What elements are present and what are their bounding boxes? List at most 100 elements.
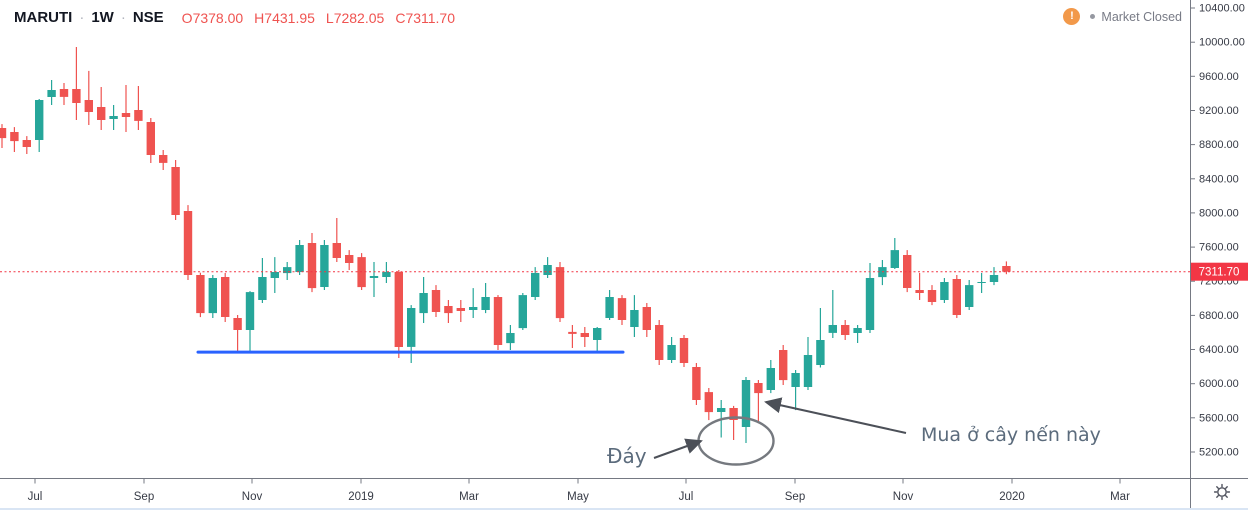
candle-body — [407, 308, 416, 347]
candle-body — [679, 338, 689, 363]
candle-body — [927, 290, 937, 302]
x-axis-label: Mar — [459, 491, 479, 503]
candle-body — [580, 333, 589, 337]
x-axis-label: Nov — [242, 491, 263, 503]
interval-label[interactable]: 1W — [91, 9, 114, 26]
candle-body — [555, 267, 565, 319]
candle-body — [903, 255, 912, 288]
settings-gear-button[interactable] — [1213, 483, 1231, 501]
y-axis-label: 10000.00 — [1199, 37, 1245, 49]
candle-body — [803, 355, 813, 387]
candle-body — [109, 116, 118, 119]
exchange-label[interactable]: NSE — [132, 9, 164, 26]
candle-body — [518, 295, 527, 329]
candle-body — [345, 255, 354, 263]
candle-body — [47, 90, 56, 97]
candle-body — [692, 367, 701, 400]
bottom-annotation-label[interactable]: Đáy — [607, 444, 647, 468]
candle-body — [493, 297, 503, 345]
symbol-name[interactable]: MARUTI — [14, 9, 73, 26]
candle-body — [828, 325, 837, 333]
candle-body — [940, 282, 949, 300]
x-axis-label: Mar — [1110, 491, 1130, 503]
last-price-tag — [1191, 262, 1248, 281]
market-status-text: Market Closed — [1101, 9, 1182, 24]
buy-arrow-annotation[interactable] — [764, 397, 907, 434]
candle-body — [853, 328, 862, 333]
candle-body — [84, 100, 93, 112]
candle-body — [283, 267, 292, 274]
gear-icon — [1217, 487, 1227, 497]
candle-body — [642, 307, 651, 330]
candle-body — [456, 308, 465, 311]
annotations-layer: Đáy Mua ở cây nến này — [607, 397, 1101, 468]
x-axis-label: Jul — [28, 491, 43, 503]
candle-body — [977, 282, 986, 283]
candle-body — [704, 392, 713, 413]
time-axis[interactable]: Jul Sep Nov 2019 Mar May Jul Sep Nov 2020 Mar — [28, 478, 1130, 504]
high-value: H7431.95 — [254, 9, 315, 26]
candle-body — [320, 245, 329, 287]
candle-body — [617, 298, 627, 320]
candle-body — [196, 275, 205, 314]
buy-annotation-label[interactable]: Mua ở cây nến này — [921, 424, 1101, 446]
candles-layer — [0, 47, 1011, 443]
candle-body — [952, 279, 961, 315]
candle-body — [469, 307, 478, 310]
candle-body — [630, 310, 639, 327]
candle-body — [72, 89, 81, 103]
x-axis-label: Nov — [893, 491, 914, 503]
y-axis-label: 6800.00 — [1199, 310, 1239, 322]
price-axis[interactable]: 10400.00 10000.00 9600.00 9200.00 8800.00 840… — [1190, 3, 1245, 459]
candle-body — [59, 89, 69, 97]
candle-body — [183, 211, 193, 275]
candle-body — [1002, 266, 1011, 272]
candle-body — [431, 290, 441, 312]
last-price-layer: 7311.70 — [0, 262, 1248, 281]
y-axis-label: 6000.00 — [1199, 378, 1239, 390]
candle-body — [121, 113, 131, 117]
candle-body — [593, 328, 602, 340]
y-axis-label: 7600.00 — [1199, 242, 1239, 254]
y-axis-label: 8000.00 — [1199, 207, 1239, 219]
candle-body — [332, 243, 341, 258]
candle-body — [444, 306, 453, 314]
separator-dot: · — [79, 9, 85, 26]
y-axis-label: 8800.00 — [1199, 139, 1239, 151]
bottom-circle-annotation[interactable] — [697, 416, 775, 466]
x-axis-label: May — [567, 491, 589, 503]
candle-body — [766, 368, 775, 390]
candle-body — [965, 285, 974, 307]
candle-body — [741, 380, 751, 427]
candle-body — [419, 293, 428, 314]
symbol-legend: MARUTI · 1W · NSE O7378.00 H7431.95 L728… — [14, 9, 466, 26]
candle-body — [605, 297, 614, 318]
candle-body — [134, 110, 143, 121]
gear-teeth — [1213, 483, 1231, 501]
candle-body — [531, 273, 540, 297]
x-axis-label: Sep — [785, 491, 805, 503]
candle-body — [171, 167, 180, 215]
candle-body — [295, 245, 304, 272]
x-axis-label: 2019 — [348, 491, 374, 503]
candle-body — [382, 272, 391, 277]
candle-body — [816, 340, 825, 365]
candle-body — [890, 250, 899, 268]
x-axis-label: Jul — [679, 491, 694, 503]
candle-body — [369, 276, 379, 278]
candle-body — [481, 297, 490, 310]
x-axis-label: 2020 — [999, 491, 1025, 503]
open-value: O7378.00 — [181, 9, 244, 26]
candle-body — [717, 408, 726, 412]
candle-body — [97, 107, 106, 120]
candle-body — [779, 350, 788, 381]
candle-body — [543, 265, 552, 275]
last-price-value: 7311.70 — [1199, 267, 1240, 279]
candle-body — [667, 345, 676, 360]
close-value: C7311.70 — [395, 9, 456, 26]
bottom-arrow-annotation[interactable] — [653, 438, 703, 459]
candle-body — [791, 373, 800, 387]
candle-body — [729, 408, 738, 420]
